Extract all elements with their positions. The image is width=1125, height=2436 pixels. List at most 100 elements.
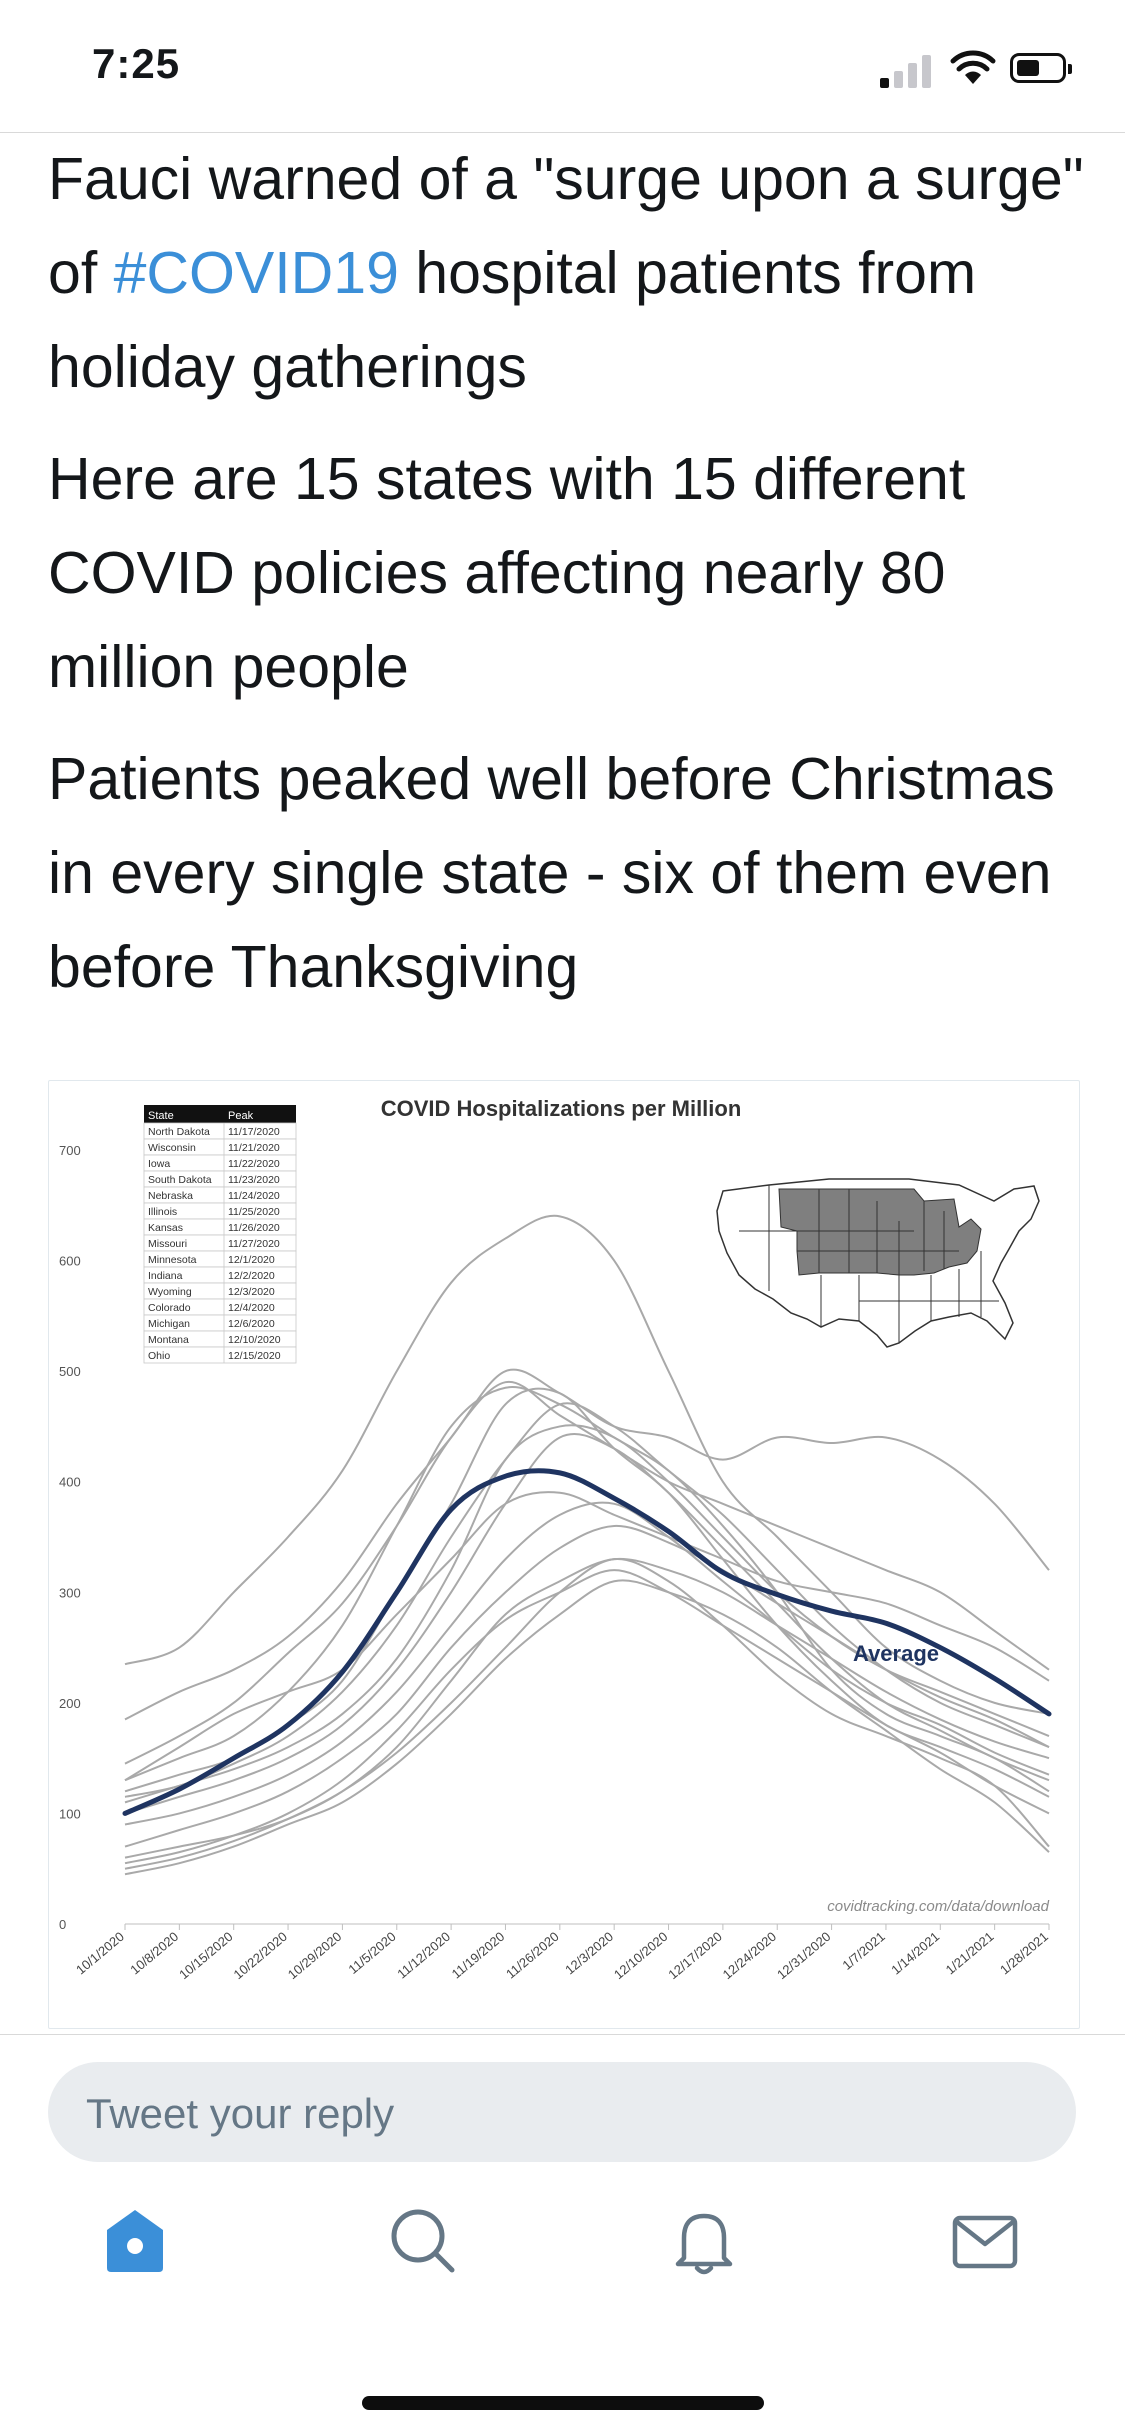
home-icon (107, 2210, 163, 2272)
table-cell-peak: 12/10/2020 (228, 1334, 281, 1346)
map-borders (739, 1185, 999, 1343)
tweet-paragraph-1: Fauci warned of a "surge upon a surge" o… (48, 132, 1088, 414)
table-cell-peak: 11/26/2020 (228, 1222, 280, 1234)
state-series-line (124, 1569, 1050, 1865)
tab-messages[interactable] (945, 2200, 1035, 2300)
tweet-text-part: hospital patients from holiday gathering… (48, 240, 977, 400)
table-header-state: State (148, 1110, 174, 1122)
table-cell-peak: 12/15/2020 (228, 1350, 281, 1362)
tab-search[interactable] (382, 2200, 472, 2300)
y-tick-label: 200 (59, 1696, 81, 1711)
table-cell-state: Indiana (148, 1270, 183, 1282)
table-cell-peak: 11/21/2020 (228, 1142, 280, 1154)
table-cell-state: Ohio (148, 1350, 170, 1362)
state-series-line (124, 1433, 1050, 1815)
x-tick-label: 11/26/2020 (503, 1929, 562, 1982)
y-tick-label: 400 (59, 1475, 81, 1490)
x-tick-label: 12/3/2020 (562, 1929, 616, 1978)
x-tick-label: 1/7/2021 (839, 1929, 887, 1973)
table-header-bg (144, 1105, 296, 1123)
table-cell-state: Michigan (148, 1318, 190, 1330)
state-series-line (124, 1214, 1050, 1715)
table-cell-peak: 11/27/2020 (228, 1238, 280, 1250)
table-cell-peak: 12/2/2020 (228, 1270, 275, 1282)
tweet-text: Fauci warned of a "surge upon a surge" o… (48, 132, 1088, 1014)
search-icon (391, 2209, 455, 2273)
table-cell-peak: 12/1/2020 (228, 1254, 275, 1266)
source-credit: covidtracking.com/data/download (827, 1898, 1049, 1915)
highlighted-states (778, 1188, 982, 1276)
state-lines (124, 1214, 1050, 1876)
state-series-line (124, 1381, 1050, 1765)
battery-icon (1010, 53, 1072, 83)
table-cell-state: Montana (148, 1334, 189, 1346)
table-cell-state: Wyoming (148, 1286, 192, 1298)
state-series-line (124, 1558, 1050, 1870)
table-cell-peak: 12/6/2020 (228, 1318, 275, 1330)
divider (0, 2034, 1125, 2035)
chart-title: COVID Hospitalizations per Million (381, 1096, 742, 1121)
table-header-peak: Peak (228, 1110, 254, 1122)
table-cell-state: Minnesota (148, 1254, 197, 1266)
tweet-paragraph-3: Patients peaked well before Christmas in… (48, 746, 1055, 1000)
tweet-text-part: Fauci warned of a "surge upon a surge" o… (48, 146, 1084, 306)
table-cell-peak: 11/17/2020 (228, 1126, 280, 1138)
x-tick-label: 1/21/2021 (943, 1929, 997, 1978)
state-series-line (124, 1524, 1050, 1848)
hashtag-link[interactable]: #COVID19 (113, 240, 399, 306)
x-tick-label: 10/22/2020 (230, 1929, 289, 1982)
state-series-line (124, 1557, 1050, 1859)
table-cell-state: Colorado (148, 1302, 191, 1314)
y-tick-label: 0 (59, 1917, 66, 1932)
x-tick-label: 11/5/2020 (345, 1929, 398, 1977)
y-axis: 0 100 200 300 400 500 600 700 (59, 1143, 81, 1932)
messages-icon (952, 2215, 1018, 2269)
state-series-line (124, 1386, 1050, 1793)
table-cell-state: South Dakota (148, 1174, 212, 1186)
cellular-signal-icon (880, 54, 934, 88)
state-series-line (124, 1368, 1050, 1721)
y-tick-label: 500 (59, 1364, 81, 1379)
state-series-line (124, 1501, 1050, 1826)
hospitalizations-chart: COVID Hospitalizations per Million 0 100 2… (59, 1096, 1052, 1982)
table-cell-peak: 11/25/2020 (228, 1206, 280, 1218)
table-cell-peak: 11/22/2020 (228, 1158, 280, 1170)
x-tick-label: 10/29/2020 (285, 1929, 344, 1982)
x-tick-label: 10/1/2020 (73, 1929, 127, 1978)
x-tick-label: 10/8/2020 (127, 1929, 181, 1978)
table-cell-state: Illinois (148, 1206, 177, 1218)
home-indicator (362, 2396, 764, 2410)
status-time: 7:25 (92, 40, 181, 87)
table-cell-peak: 12/3/2020 (228, 1286, 275, 1298)
tab-home[interactable] (95, 2200, 185, 2300)
table-cell-state: Nebraska (148, 1190, 193, 1202)
y-tick-label: 300 (59, 1585, 81, 1600)
y-tick-label: 100 (59, 1806, 81, 1821)
x-tick-label: 12/10/2020 (611, 1929, 670, 1982)
table-cell-state: Kansas (148, 1222, 183, 1234)
us-map-image (716, 1178, 1040, 1348)
tweet-chart-image[interactable]: COVID Hospitalizations per Million 0 100 2… (48, 1080, 1080, 2029)
reply-input[interactable]: Tweet your reply (48, 2062, 1076, 2162)
wifi-icon (950, 50, 996, 84)
reply-placeholder: Tweet your reply (86, 2090, 395, 2137)
table-cell-peak: 11/23/2020 (228, 1174, 280, 1186)
table-cell-peak: 11/24/2020 (228, 1190, 280, 1202)
x-tick-label: 12/17/2020 (665, 1929, 724, 1982)
tab-bar (0, 2200, 1125, 2320)
table-cell-peak: 12/4/2020 (228, 1302, 275, 1314)
table-cell-state: Missouri (148, 1238, 187, 1250)
average-label: Average (853, 1641, 939, 1666)
x-tick-label: 11/19/2020 (449, 1929, 508, 1982)
state-series-line (124, 1491, 1050, 1782)
table-cell-state: North Dakota (148, 1126, 210, 1138)
table-rows: North Dakota 11/17/2020 Wisconsin 11/21/202… (143, 1122, 297, 1364)
y-tick-label: 600 (59, 1254, 81, 1269)
tab-notifications[interactable] (664, 2200, 754, 2300)
status-bar: 7:25 (0, 0, 1125, 133)
x-tick-label: 11/12/2020 (394, 1929, 453, 1982)
table-cell-state: Wisconsin (148, 1142, 196, 1154)
average-series-line (122, 1468, 1052, 1816)
y-tick-label: 700 (59, 1143, 81, 1158)
notifications-icon (675, 2213, 733, 2275)
